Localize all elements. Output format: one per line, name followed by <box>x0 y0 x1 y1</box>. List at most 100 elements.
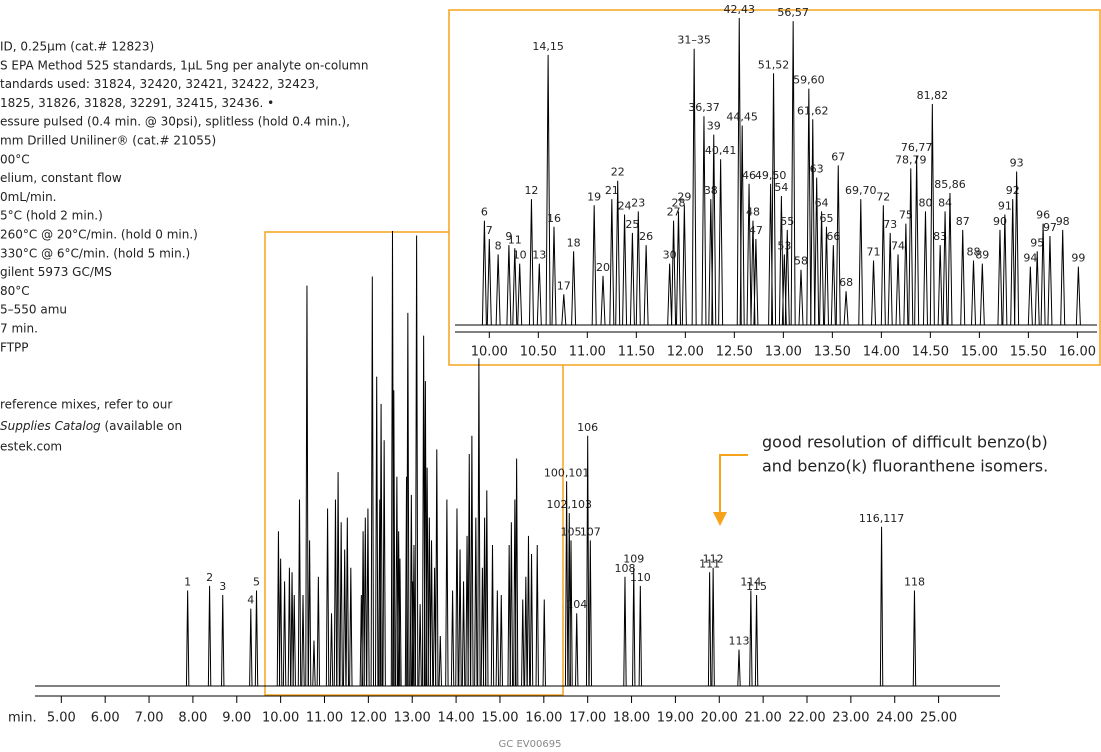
x-tick-label: 12.00 <box>350 711 387 726</box>
note-line: S EPA Method 525 standards, 1µL 5ng per … <box>0 58 368 72</box>
catalog-name: Supplies Catalog <box>0 419 101 433</box>
inset-peak-label: 7 <box>486 224 493 237</box>
peak <box>278 558 283 687</box>
peak <box>485 490 489 687</box>
inset-peak <box>528 199 534 326</box>
note-line: 5–550 amu <box>0 303 67 317</box>
peak <box>455 508 459 687</box>
inset-peak <box>922 211 928 326</box>
peak <box>301 594 305 687</box>
x-tick-label: 19.00 <box>657 711 694 726</box>
peak <box>325 508 330 687</box>
inset-x-tick-label: 10.50 <box>520 345 557 360</box>
inset-peak <box>880 205 886 326</box>
peak <box>305 285 309 687</box>
inset-peak-label: 38 <box>704 184 718 197</box>
inset-peak <box>1002 214 1008 326</box>
inset-peak-label: 10 <box>513 249 527 262</box>
peak <box>495 590 500 687</box>
peak <box>535 544 539 687</box>
method-notes: ID, 0.25µm (cat.# 12823) S EPA Method 525… <box>0 40 368 355</box>
peak <box>461 581 466 687</box>
note-line: mm Drilled Uniliner® (cat.# 21055) <box>0 134 216 148</box>
inset-peak <box>979 263 985 326</box>
inset-peak <box>1010 199 1016 326</box>
inset-peak-label: 20 <box>596 261 610 274</box>
peak <box>392 390 396 687</box>
note-line: 7 min. <box>0 322 38 336</box>
note-line: 0mL/min. <box>0 190 57 204</box>
inset-peak <box>810 119 816 326</box>
peak <box>316 576 321 687</box>
inset-peak <box>997 229 1003 326</box>
peak <box>507 544 511 687</box>
inset-peak-label: 90 <box>993 215 1007 228</box>
peak <box>221 594 225 687</box>
peak <box>737 649 741 687</box>
inset-peak-label: 48 <box>746 206 760 219</box>
inset-peak <box>830 245 836 326</box>
inset-peak-label: 61,62 <box>797 104 829 117</box>
inset-peak <box>806 88 812 326</box>
peak <box>526 535 531 687</box>
x-tick-label: 20.00 <box>701 711 738 726</box>
inset-peak-label: 85,86 <box>934 178 966 191</box>
inset-peak-label: 17 <box>557 279 571 292</box>
inset-peak-label: 24 <box>618 199 632 212</box>
x-tick-label: 7.00 <box>135 711 164 726</box>
x-tick-label: 10.00 <box>262 711 299 726</box>
x-tick-label: 5.00 <box>47 711 76 726</box>
inset-peak <box>895 254 901 326</box>
inset-peak-label: 67 <box>831 150 845 163</box>
annotation: good resolution of difficult benzo(b) <box>762 433 1048 452</box>
inset-peak-label: 59,60 <box>793 74 825 87</box>
inset-peak-label: 28 <box>671 196 685 209</box>
peak <box>427 517 432 687</box>
x-tick-label: 25.00 <box>920 711 957 726</box>
x-tick-label: 16.00 <box>525 711 562 726</box>
x-tick-label: 21.00 <box>745 711 782 726</box>
inset-peak <box>798 269 804 326</box>
inset-peak <box>671 220 677 326</box>
inset-peak-label: 19 <box>587 190 601 203</box>
peak-label: 114 <box>740 575 761 588</box>
peak <box>585 435 590 687</box>
peak-label: 116,117 <box>859 512 905 525</box>
peak <box>435 449 439 687</box>
note-line: 260°C @ 20°C/min. (hold 0 min.) <box>0 228 198 242</box>
inset-x-tick-label: 13.50 <box>814 345 851 360</box>
peak <box>282 581 287 687</box>
inset-peak-label: 44,45 <box>726 110 758 123</box>
peak <box>509 522 514 687</box>
inset-peak-label: 47 <box>749 224 763 237</box>
inset-peak <box>960 229 966 326</box>
inset-peak <box>971 260 977 326</box>
inset-peak-label: 39 <box>707 120 721 133</box>
peak-label: 105 <box>561 525 582 538</box>
inset-peak <box>622 214 628 326</box>
reference-line: estek.com <box>0 440 62 454</box>
peak <box>638 585 643 687</box>
peak <box>339 522 343 687</box>
inset-peak <box>746 183 752 326</box>
peak <box>912 590 917 687</box>
reference-text: (available on <box>101 419 182 433</box>
inset-peak-label: 16 <box>547 212 561 225</box>
x-tick-label: 18.00 <box>613 711 650 726</box>
inset-peak-label: 76,77 <box>901 141 933 154</box>
peak <box>445 499 449 687</box>
peak <box>361 531 365 687</box>
inset-peak <box>495 254 501 326</box>
inset-frame <box>448 9 1101 366</box>
peak-label: 107 <box>580 525 601 538</box>
peak-label: 111 <box>699 557 720 570</box>
inset-peak <box>835 165 841 326</box>
inset-x-tick-label: 16.00 <box>1059 345 1096 360</box>
peak <box>711 567 715 687</box>
inset-peak-label: 63 <box>810 163 824 176</box>
peak <box>345 517 350 687</box>
inset-peak-label: 97 <box>1043 221 1057 234</box>
inset-peak <box>1027 266 1033 326</box>
inset-peak <box>753 239 759 326</box>
inset-peak <box>561 294 567 326</box>
